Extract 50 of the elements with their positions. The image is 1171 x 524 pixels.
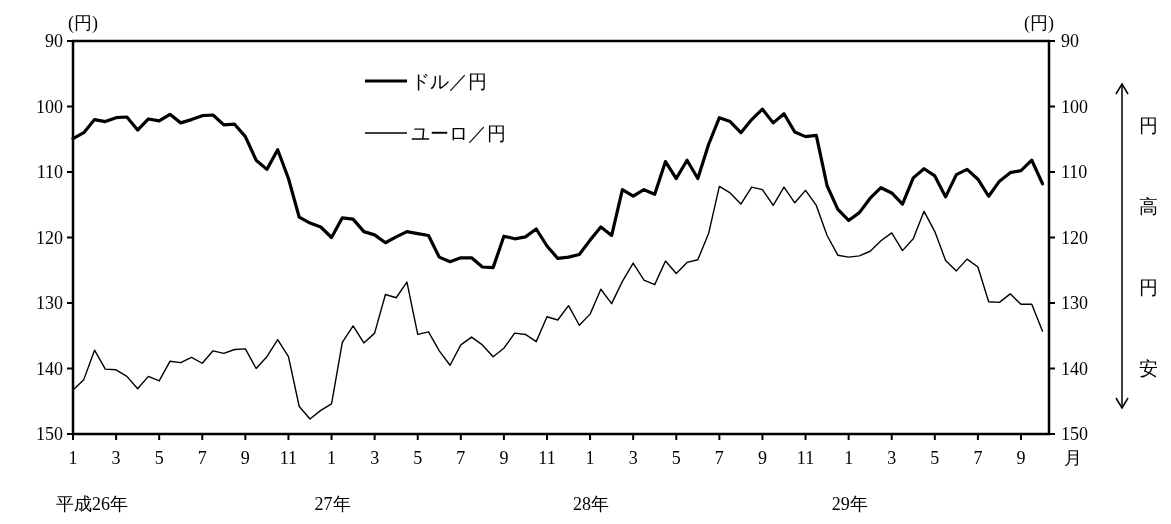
y2-axis-title: (円) <box>1024 13 1054 34</box>
y2-tick-label: 140 <box>1061 358 1088 379</box>
y-tick-label: 120 <box>36 227 63 248</box>
y2-tick-label: 90 <box>1061 31 1079 51</box>
x-tick-label: 3 <box>887 448 897 468</box>
x-tick-label: 1 <box>327 448 337 468</box>
x-tick-label: 11 <box>796 448 815 468</box>
y2-tick-label: 110 <box>1061 162 1088 182</box>
x-tick-label: 7 <box>456 448 466 468</box>
y2-tick-label: 130 <box>1061 293 1088 313</box>
x-tick-label: 11 <box>538 448 556 468</box>
y-tick-label: 110 <box>36 162 63 182</box>
y-axis-title: (円) <box>68 13 98 34</box>
legend-label: ドル／円 <box>411 71 487 92</box>
x-axis-title: 月 <box>1064 448 1082 468</box>
y2-tick-label: 150 <box>1061 424 1088 444</box>
text: 28年 <box>573 494 610 514</box>
x-tick-label: 7 <box>197 448 207 468</box>
y-tick-label: 150 <box>36 424 63 444</box>
y-tick-label: 100 <box>36 96 63 117</box>
x-tick-label: 5 <box>671 448 681 468</box>
y-tick-label: 90 <box>45 31 63 51</box>
x-tick-label: 1 <box>68 448 78 468</box>
x-tick-label: 5 <box>154 448 164 468</box>
x-tick-label: 1 <box>585 448 595 468</box>
x-tick-label: 3 <box>111 448 121 468</box>
x-tick-label: 5 <box>930 448 940 468</box>
x-tick-label: 7 <box>973 448 983 468</box>
x-tick-label: 3 <box>370 448 380 468</box>
x-tick-label: 9 <box>499 448 509 468</box>
text: 安 <box>1138 357 1158 379</box>
x-tick-label: 3 <box>628 448 638 468</box>
text: 平成26年 <box>56 494 128 514</box>
y2-tick-label: 120 <box>1061 227 1088 248</box>
x-tick-label: 11 <box>279 448 298 468</box>
y-tick-label: 130 <box>36 293 63 313</box>
x-tick-label: 5 <box>413 448 423 468</box>
legend-label: ユーロ／円 <box>411 123 506 144</box>
x-tick-label: 9 <box>757 448 767 468</box>
y2-tick-label: 100 <box>1061 96 1088 117</box>
text: 円 <box>1138 276 1158 298</box>
x-tick-label: 7 <box>714 448 724 468</box>
text: 高 <box>1138 195 1158 217</box>
x-tick-label: 9 <box>240 448 250 468</box>
text: 29年 <box>831 494 868 514</box>
text: 27年 <box>314 494 351 514</box>
x-tick-label: 1 <box>844 448 854 468</box>
y-tick-label: 140 <box>36 358 63 379</box>
x-tick-label: 9 <box>1016 448 1026 468</box>
text: 円 <box>1138 114 1158 136</box>
